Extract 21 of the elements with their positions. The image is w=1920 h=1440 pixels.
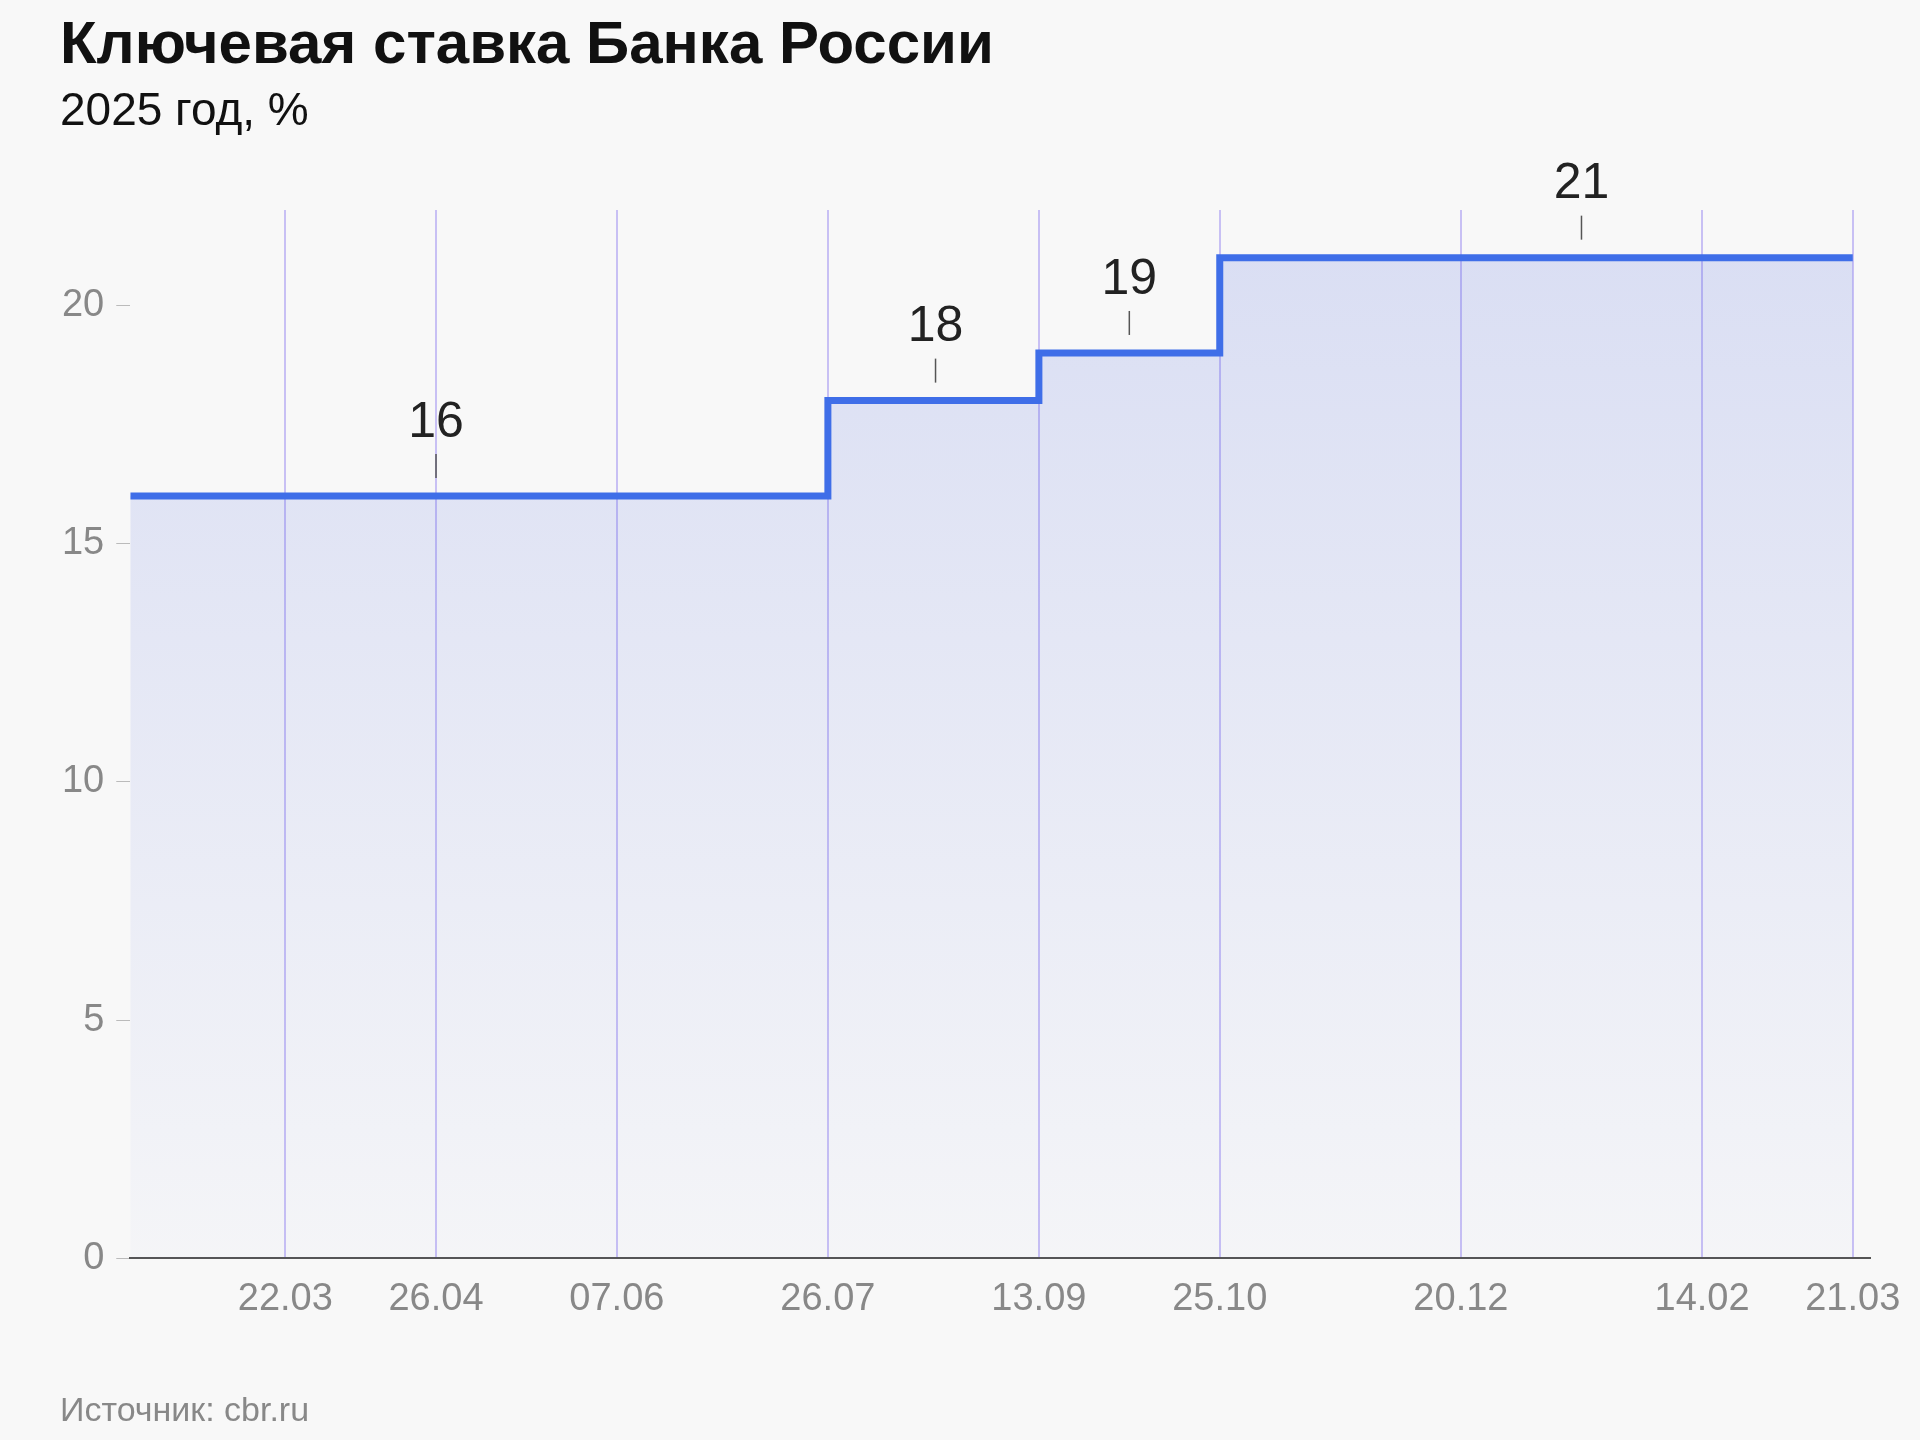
x-tick-label: 26.07: [780, 1275, 876, 1318]
data-label: 19: [1101, 248, 1158, 305]
x-tick-label: 25.10: [1172, 1275, 1268, 1318]
chart-title: Ключевая ставка Банка России: [60, 8, 994, 77]
x-tick-label: 26.04: [388, 1275, 484, 1318]
y-tick-label: 5: [83, 996, 105, 1039]
x-tick-label: 07.06: [569, 1275, 665, 1318]
data-label: 21: [1553, 153, 1610, 210]
x-tick-label: 22.03: [237, 1275, 333, 1318]
x-tick-label: 21.03: [1805, 1275, 1901, 1318]
data-label: 16: [408, 391, 464, 448]
x-tick-label: 20.12: [1413, 1275, 1509, 1318]
chart-subtitle: 2025 год, %: [60, 82, 309, 136]
y-tick-label: 10: [61, 758, 105, 801]
y-tick-label: 15: [61, 520, 105, 563]
y-tick-label: 0: [83, 1234, 105, 1277]
x-tick-label: 14.02: [1654, 1275, 1750, 1318]
y-tick-label: 20: [61, 281, 105, 324]
x-tick-label: 13.09: [991, 1275, 1087, 1318]
text: Источник: cbr.ru: [60, 1390, 310, 1429]
data-label: 18: [907, 296, 964, 353]
